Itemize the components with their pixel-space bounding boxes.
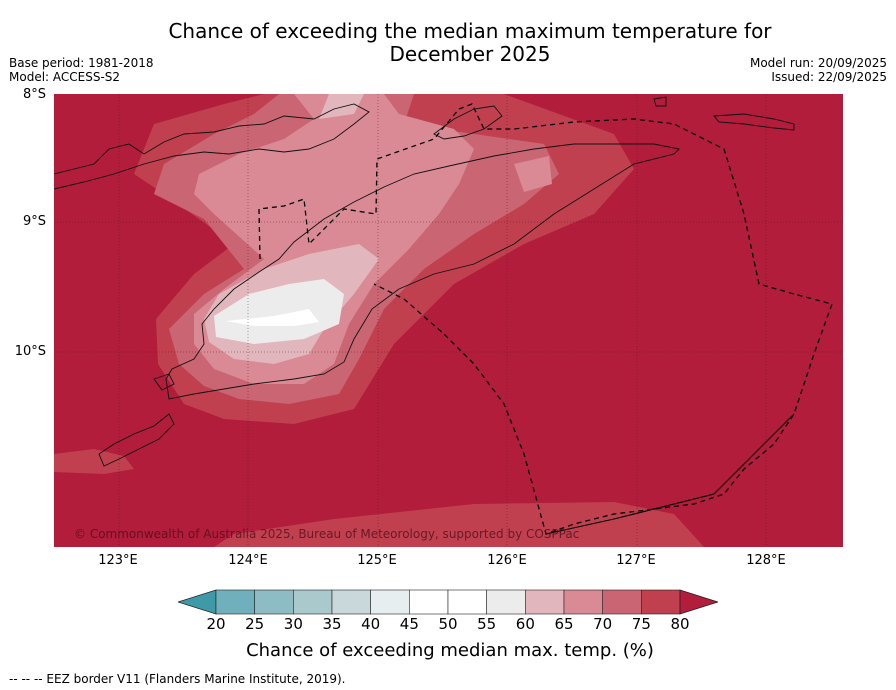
colorbar-segment xyxy=(641,589,681,615)
colorbar-title: Chance of exceeding median max. temp. (%… xyxy=(246,640,654,661)
contour-65-70-east xyxy=(514,156,552,192)
colorbar-tick-label: 80 xyxy=(670,615,690,633)
colorbar-tick-label: 50 xyxy=(438,615,458,633)
colorbar-tick-label: 65 xyxy=(554,615,574,633)
map-plot[interactable]: © Commonwealth of Australia 2025, Bureau… xyxy=(54,94,843,547)
model-text: Model: ACCESS-S2 xyxy=(9,70,121,84)
map-title: Chance of exceeding the median maximum t… xyxy=(120,20,820,66)
base-period-text: Base period: 1981-2018 xyxy=(9,56,154,70)
colorbar-extend-high xyxy=(679,589,718,615)
lat-label-10s: 10°S xyxy=(14,344,46,359)
metadata-left: Base period: 1981-2018 Model: ACCESS-S2 xyxy=(9,56,154,84)
colorbar-segment xyxy=(370,589,410,615)
colorbar-segment xyxy=(215,589,255,615)
lon-label-127e: 127°E xyxy=(616,553,656,568)
eastern-islands-coastline xyxy=(653,96,795,131)
colorbar-tick-label: 60 xyxy=(515,615,535,633)
contour-50-55 xyxy=(226,309,319,326)
colorbar-extend-low xyxy=(178,589,217,615)
timor-coastline xyxy=(165,143,680,400)
wetar-coastline xyxy=(433,105,503,140)
colorbar-segment xyxy=(254,589,294,615)
lon-label-124e: 124°E xyxy=(228,553,268,568)
colorbar-tick-label: 25 xyxy=(245,615,265,633)
lon-label-125e: 125°E xyxy=(357,553,397,568)
contour-55-60 xyxy=(214,279,344,344)
colorbar-tick-label: 45 xyxy=(399,615,419,633)
colorbar-tick-label: 30 xyxy=(283,615,303,633)
lon-label-126e: 126°E xyxy=(487,553,527,568)
lon-label-123e: 123°E xyxy=(98,553,138,568)
lat-label-8s: 8°S xyxy=(22,87,46,102)
map-credit: © Commonwealth of Australia 2025, Bureau… xyxy=(74,527,579,541)
flores-alor-coastline xyxy=(54,103,370,190)
graticule xyxy=(54,94,843,547)
contour-75-80-south xyxy=(214,502,704,547)
contour-75-80-west xyxy=(54,449,134,474)
colorbar-tick-label: 20 xyxy=(206,615,226,633)
lat-label-9s: 9°S xyxy=(22,214,46,229)
colorbar-segment xyxy=(486,589,526,615)
colorbar-segment xyxy=(331,589,371,615)
colorbar-tick-label: 40 xyxy=(361,615,381,633)
model-run-text: Model run: 20/09/2025 xyxy=(749,56,887,70)
colorbar-segment xyxy=(563,589,603,615)
colorbar-tick-label: 35 xyxy=(322,615,342,633)
map-title-line1: Chance of exceeding the median maximum t… xyxy=(168,19,772,43)
colorbar-segment xyxy=(447,589,487,615)
colorbar xyxy=(178,589,718,615)
contour-60-65 xyxy=(319,94,364,119)
colorbar-tick-label: 75 xyxy=(631,615,651,633)
colorbar-segment xyxy=(409,589,449,615)
colorbar-segment xyxy=(602,589,642,615)
metadata-right: Model run: 20/09/2025 Issued: 22/09/2025 xyxy=(750,56,887,84)
issued-text: Issued: 22/09/2025 xyxy=(771,70,887,84)
colorbar-tick-label: 55 xyxy=(477,615,497,633)
colorbar-segment xyxy=(525,589,565,615)
eez-border-solid xyxy=(545,413,795,535)
lon-label-128e: 128°E xyxy=(746,553,786,568)
roti-sabu-coastline xyxy=(98,373,175,467)
colorbar-segment xyxy=(293,589,333,615)
map-title-line2: December 2025 xyxy=(389,42,551,66)
eez-footer-note: -- -- -- EEZ border V11 (Flanders Marine… xyxy=(9,672,346,686)
colorbar-tick-label: 70 xyxy=(593,615,613,633)
